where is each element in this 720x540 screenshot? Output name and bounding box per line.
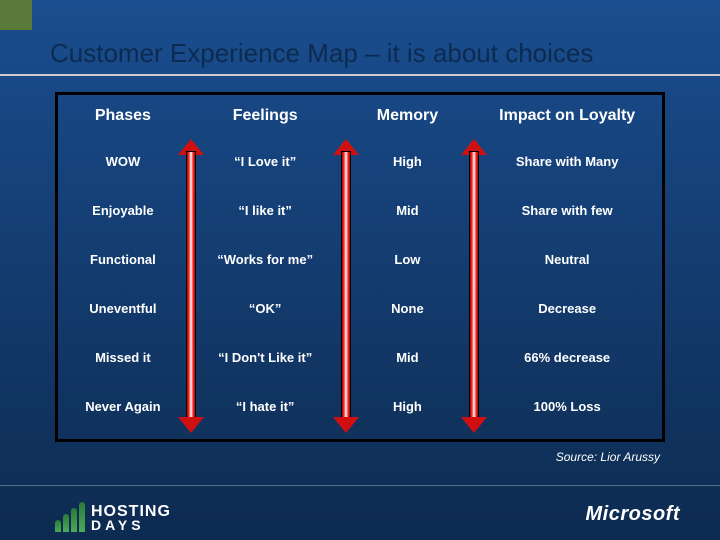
logo-text-days: DAYS xyxy=(91,519,171,532)
cell-impact: Share with Many xyxy=(472,154,662,169)
table-row: Missed it “I Don't Like it” Mid 66% decr… xyxy=(58,333,662,382)
cell-phase: Enjoyable xyxy=(58,203,188,218)
cell-memory: None xyxy=(343,301,473,316)
cell-feeling: “I Love it” xyxy=(188,154,343,169)
cell-memory: Mid xyxy=(343,203,473,218)
cell-impact: 100% Loss xyxy=(472,399,662,414)
slide-title: Customer Experience Map – it is about ch… xyxy=(50,38,593,69)
table-header-row: Phases Feelings Memory Impact on Loyalty xyxy=(58,95,662,137)
divider-arrow-icon xyxy=(466,141,482,431)
divider-arrow-icon xyxy=(183,141,199,431)
cell-phase: WOW xyxy=(58,154,188,169)
table-row: Uneventful “OK” None Decrease xyxy=(58,284,662,333)
experience-map-table: Phases Feelings Memory Impact on Loyalty… xyxy=(55,92,665,442)
cell-feeling: “I like it” xyxy=(188,203,343,218)
cell-impact: Neutral xyxy=(472,252,662,267)
cell-memory: Mid xyxy=(343,350,473,365)
header-impact: Impact on Loyalty xyxy=(472,107,662,125)
source-attribution: Source: Lior Arussy xyxy=(556,450,660,464)
cell-memory: High xyxy=(343,399,473,414)
cell-impact: Share with few xyxy=(472,203,662,218)
footer: HOSTING DAYS Microsoft xyxy=(0,485,720,540)
cell-phase: Never Again xyxy=(58,399,188,414)
cell-phase: Uneventful xyxy=(58,301,188,316)
table-row: Never Again “I hate it” High 100% Loss xyxy=(58,382,662,431)
cell-memory: Low xyxy=(343,252,473,267)
header-memory: Memory xyxy=(343,107,473,125)
header-phases: Phases xyxy=(58,107,188,125)
table-row: Enjoyable “I like it” Mid Share with few xyxy=(58,186,662,235)
cell-feeling: “Works for me” xyxy=(188,252,343,267)
cell-impact: 66% decrease xyxy=(472,350,662,365)
cell-memory: High xyxy=(343,154,473,169)
divider-arrow-icon xyxy=(338,141,354,431)
cell-feeling: “I hate it” xyxy=(188,399,343,414)
cell-impact: Decrease xyxy=(472,301,662,316)
cell-phase: Missed it xyxy=(58,350,188,365)
microsoft-logo: Microsoft xyxy=(586,503,681,526)
table-row: Functional “Works for me” Low Neutral xyxy=(58,235,662,284)
hosting-days-logo: HOSTING DAYS xyxy=(55,502,171,532)
table-row: WOW “I Love it” High Share with Many xyxy=(58,137,662,186)
logo-bars-icon xyxy=(55,502,85,532)
title-underline xyxy=(0,74,720,76)
header-feelings: Feelings xyxy=(188,107,343,125)
cell-feeling: “OK” xyxy=(188,301,343,316)
accent-bar xyxy=(0,0,32,30)
cell-phase: Functional xyxy=(58,252,188,267)
slide: Customer Experience Map – it is about ch… xyxy=(0,0,720,540)
cell-feeling: “I Don't Like it” xyxy=(188,350,343,365)
